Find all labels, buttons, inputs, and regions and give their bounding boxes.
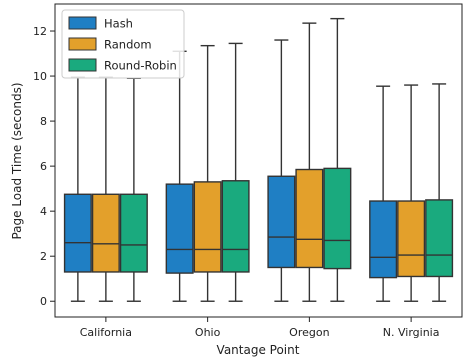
y-tick-label-1: 2 — [40, 250, 47, 263]
box-plots — [63, 17, 454, 302]
box-3-2 — [425, 83, 454, 302]
box-2-0 — [267, 39, 296, 302]
box-body — [267, 175, 296, 269]
x-axis: California Ohio Oregon N. Virginia — [80, 317, 440, 339]
box-0-1 — [91, 76, 120, 302]
legend-label-0: Hash — [104, 17, 133, 31]
x-tick-label-0: California — [80, 326, 132, 339]
box-body — [63, 193, 92, 273]
y-tick-label-2: 4 — [40, 205, 47, 218]
box-2-2 — [323, 17, 352, 302]
box-body — [397, 200, 426, 278]
box-body — [295, 168, 324, 269]
box-body — [369, 200, 398, 279]
legend-swatch-2 — [68, 58, 97, 72]
y-tick-label-4: 8 — [40, 115, 47, 128]
box-1-2 — [221, 42, 250, 302]
y-tick-label-5: 10 — [33, 70, 47, 83]
y-axis-label: Page Load Time (seconds) — [10, 82, 24, 239]
box-body — [165, 183, 194, 274]
box-2-1 — [295, 22, 324, 302]
box-body — [119, 193, 148, 273]
plot-frame — [54, 3, 463, 318]
box-3-0 — [369, 85, 398, 302]
legend-label-2: Round-Robin — [104, 59, 177, 73]
box-body — [221, 180, 250, 273]
legend-swatch-1 — [68, 37, 97, 51]
legend-swatch-0 — [68, 16, 97, 30]
box-body — [91, 193, 120, 273]
x-tick-label-2: Oregon — [289, 326, 329, 339]
box-body — [425, 199, 454, 278]
x-tick-label-1: Ohio — [195, 326, 221, 339]
y-tick-label-3: 6 — [40, 160, 47, 173]
box-1-1 — [193, 44, 222, 302]
y-tick-label-6: 12 — [33, 25, 47, 38]
y-axis: 0 2 4 6 8 10 12 — [33, 25, 55, 308]
legend: Hash Random Round-Robin — [61, 9, 185, 79]
box-0-2 — [119, 77, 148, 302]
legend-label-1: Random — [104, 38, 152, 52]
box-0-0 — [63, 76, 92, 302]
box-body — [323, 167, 352, 270]
x-tick-label-3: N. Virginia — [383, 326, 440, 339]
y-tick-label-0: 0 — [40, 295, 47, 308]
x-axis-label: Vantage Point — [217, 343, 300, 357]
box-body — [193, 181, 222, 273]
box-3-1 — [397, 84, 426, 302]
box-1-0 — [165, 50, 194, 302]
